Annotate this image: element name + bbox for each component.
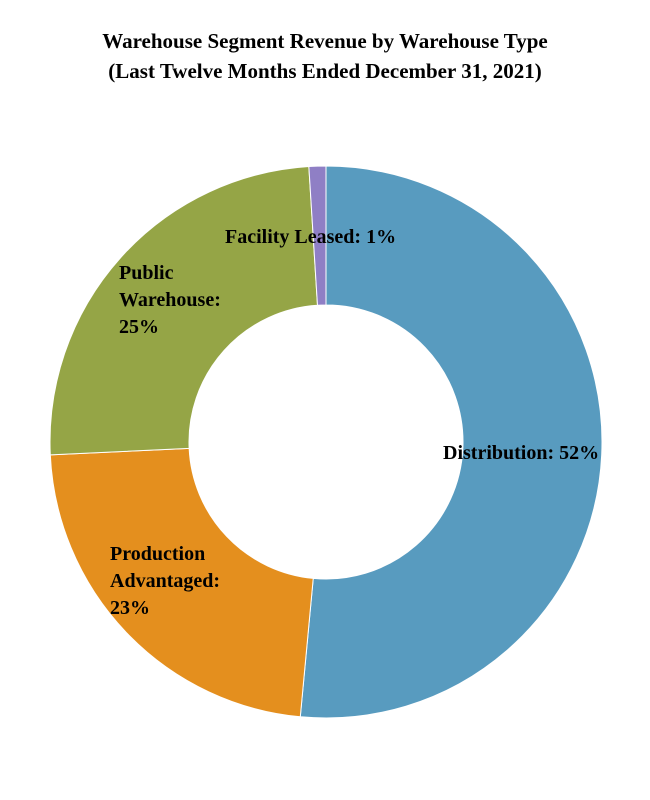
slice-label-production-line-3: 23% <box>110 597 150 619</box>
donut-slice-public-warehouse <box>49 166 319 456</box>
chart-title: Warehouse Segment Revenue by Warehouse T… <box>102 29 548 53</box>
slice-label-production-line-2: Advantaged: <box>110 570 221 592</box>
slice-label-production-line-1: Production <box>110 543 206 565</box>
donut-slice-facility-leased <box>308 165 327 306</box>
slice-label-public-warehouse: Public Warehouse: 25% <box>119 260 221 341</box>
chart-title-block: Warehouse Segment Revenue by Warehouse T… <box>0 26 650 86</box>
slice-label-facility-leased: Facility Leased: 1% <box>225 224 396 251</box>
slice-label-public-line-2: Warehouse: <box>119 289 221 311</box>
donut-slice-distribution <box>299 165 603 719</box>
slice-label-production-advantaged: Production Advantaged: 23% <box>110 541 220 622</box>
slice-label-distribution: Distribution: 52% <box>443 440 599 467</box>
slice-label-facility-line: Facility Leased: 1% <box>225 226 397 248</box>
chart-subtitle: (Last Twelve Months Ended December 31, 2… <box>108 59 542 83</box>
donut-slice-production-advantaged <box>49 447 314 718</box>
slice-label-public-line-3: 25% <box>119 316 159 338</box>
slice-label-public-line-1: Public <box>119 262 174 284</box>
slice-label-distribution-line: Distribution: 52% <box>443 442 600 464</box>
